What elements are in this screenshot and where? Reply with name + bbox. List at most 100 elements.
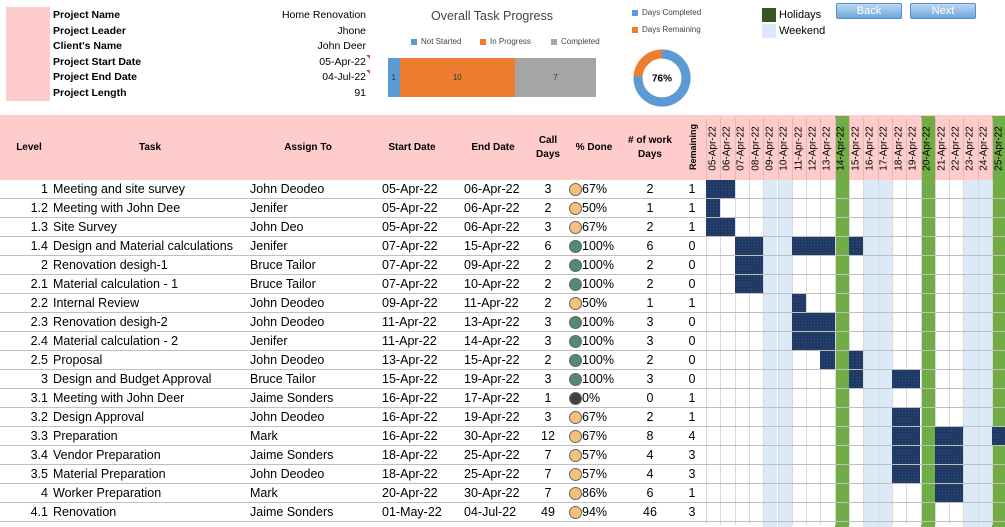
col-header-done: % Done <box>575 141 613 153</box>
grid-line <box>963 180 965 525</box>
status-dot-icon <box>569 202 582 215</box>
task-start-date: 05-Apr-22 <box>382 182 438 196</box>
date-header: 23-Apr-22 <box>964 126 976 171</box>
task-call-days: 1 <box>544 391 552 405</box>
task-start-date: 20-Apr-22 <box>382 486 438 500</box>
table-row[interactable]: 2.4 Material calculation - 2 Jenifer 11-Apr… <box>0 332 1005 351</box>
task-call-days: 2 <box>544 201 552 215</box>
project-field-label: Project Length <box>53 86 127 99</box>
task-name: Meeting with John Deer <box>53 391 185 405</box>
task-work-days: 3 <box>646 315 654 329</box>
table-row[interactable]: 3.4 Vendor Preparation Jaime Sonders 18-Apr… <box>0 446 1005 465</box>
table-row[interactable]: 2 Renovation desigh-1 Bruce Tailor 07-Apr-2… <box>0 256 1005 275</box>
task-percent-done: 100% <box>582 334 614 348</box>
task-assignee: Bruce Tailor <box>250 258 316 272</box>
weekend-column <box>763 180 778 527</box>
grid-line <box>877 180 879 525</box>
gantt-bar <box>734 275 764 293</box>
task-remaining: 0 <box>688 239 696 253</box>
task-assignee: John Deodeo <box>250 182 325 196</box>
legend-days-remaining: Days Remaining <box>632 25 701 34</box>
date-header: 13-Apr-22 <box>821 126 833 171</box>
grid-line <box>849 118 850 180</box>
project-field-label: Project End Date <box>53 71 138 83</box>
grid-line <box>863 180 865 525</box>
table-row[interactable]: 3 Design and Budget Approval Bruce Tailor 1… <box>0 370 1005 389</box>
task-start-date: 07-Apr-22 <box>382 277 438 291</box>
date-header: 17-Apr-22 <box>879 126 891 171</box>
task-work-days: 6 <box>646 239 654 253</box>
task-remaining: 3 <box>688 505 696 519</box>
gantt-bar <box>891 427 921 445</box>
task-start-date: 07-Apr-22 <box>382 239 438 253</box>
task-assignee: Bruce Tailor <box>250 372 316 386</box>
grid-line <box>706 118 707 180</box>
task-work-days: 3 <box>646 372 654 386</box>
table-row[interactable]: 2.5 Proposal John Deodeo 13-Apr-22 15-Apr-22… <box>0 351 1005 370</box>
gantt-bar <box>706 180 735 198</box>
days-donut-chart: 76% <box>633 49 691 107</box>
status-dot-icon <box>569 221 582 234</box>
table-row[interactable]: 3.1 Meeting with John Deer Jaime Sonders 16… <box>0 389 1005 408</box>
col-header-task: Task <box>138 141 162 153</box>
weekend-column <box>977 180 992 527</box>
task-work-days: 2 <box>646 182 654 196</box>
task-work-days: 2 <box>646 258 654 272</box>
gantt-bar <box>791 313 835 331</box>
task-assignee: Jaime Sonders <box>250 505 334 519</box>
task-start-date: 07-Apr-22 <box>382 258 438 272</box>
task-end-date: 09-Apr-22 <box>464 258 520 272</box>
next-button[interactable]: Next <box>910 3 976 19</box>
status-dot-icon <box>569 392 582 405</box>
project-field-row: Project Leader Jhone <box>53 24 366 40</box>
task-percent-done: 67% <box>582 410 608 424</box>
task-remaining: 0 <box>688 315 696 329</box>
task-level: 2.4 <box>30 334 48 348</box>
task-call-days: 2 <box>544 277 552 291</box>
task-end-date: 06-Apr-22 <box>464 201 520 215</box>
task-name: Design and Budget Approval <box>53 372 212 386</box>
table-row[interactable]: 4 Worker Preparation Mark 20-Apr-22 30-Apr-2… <box>0 484 1005 503</box>
task-name: Meeting with John Dee <box>53 201 181 215</box>
table-row[interactable]: 3.3 Preparation Mark 16-Apr-22 30-Apr-22 12 67… <box>0 427 1005 446</box>
task-call-days: 7 <box>544 448 552 462</box>
project-field-row: Project End Date 04-Jul-22 <box>53 70 370 86</box>
bar-not-started: 1 <box>388 58 400 97</box>
table-row[interactable]: 2.1 Material calculation - 1 Bruce Tailor 0… <box>0 275 1005 294</box>
table-row[interactable]: 3.5 Material Preparation John Deodeo 18-Apr… <box>0 465 1005 484</box>
date-header: 07-Apr-22 <box>736 126 748 171</box>
task-end-date: 13-Apr-22 <box>464 315 520 329</box>
task-start-date: 18-Apr-22 <box>382 467 438 481</box>
task-start-date: 05-Apr-22 <box>382 201 438 215</box>
table-row[interactable]: 1.3 Site Survey John Deo 05-Apr-22 06-Apr-22… <box>0 218 1005 237</box>
project-info-color-block <box>6 7 50 101</box>
table-row[interactable]: 1.2 Meeting with John Dee Jenifer 05-Apr-22… <box>0 199 1005 218</box>
grid-line <box>906 118 908 180</box>
table-row[interactable]: 3.2 Design Approval John Deodeo 16-Apr-22 19… <box>0 408 1005 427</box>
table-row[interactable]: 1.4 Design and Material calculations Jenif… <box>0 237 1005 256</box>
task-call-days: 6 <box>544 239 552 253</box>
task-end-date: 19-Apr-22 <box>464 410 520 424</box>
task-work-days: 8 <box>646 429 654 443</box>
task-assignee: Jaime Sonders <box>250 391 334 405</box>
task-level: 2.3 <box>30 315 48 329</box>
legend-days-completed: Days Completed <box>632 8 701 17</box>
table-row[interactable]: 1 Meeting and site survey John Deodeo 05-Ap… <box>0 180 1005 199</box>
task-work-days: 3 <box>646 334 654 348</box>
task-percent-done: 100% <box>582 372 614 386</box>
date-header: 21-Apr-22 <box>936 126 948 171</box>
task-name: Renovation desigh-2 <box>53 315 168 329</box>
task-start-date: 09-Apr-22 <box>382 296 438 310</box>
back-button[interactable]: Back <box>836 3 902 19</box>
task-start-date: 16-Apr-22 <box>382 429 438 443</box>
date-header: 08-Apr-22 <box>750 126 762 171</box>
table-row[interactable]: 2.3 Renovation desigh-2 John Deodeo 11-Apr-… <box>0 313 1005 332</box>
task-assignee: John Deodeo <box>250 353 325 367</box>
gantt-bar <box>934 446 964 464</box>
table-row[interactable]: 4.1 Renovation Jaime Sonders 01-May-22 04-Ju… <box>0 503 1005 522</box>
task-remaining: 0 <box>688 277 696 291</box>
task-percent-done: 50% <box>582 201 608 215</box>
table-row[interactable]: 2.2 Internal Review John Deodeo 09-Apr-22 11… <box>0 294 1005 313</box>
task-name: Proposal <box>53 353 103 367</box>
status-dot-icon <box>569 487 582 500</box>
